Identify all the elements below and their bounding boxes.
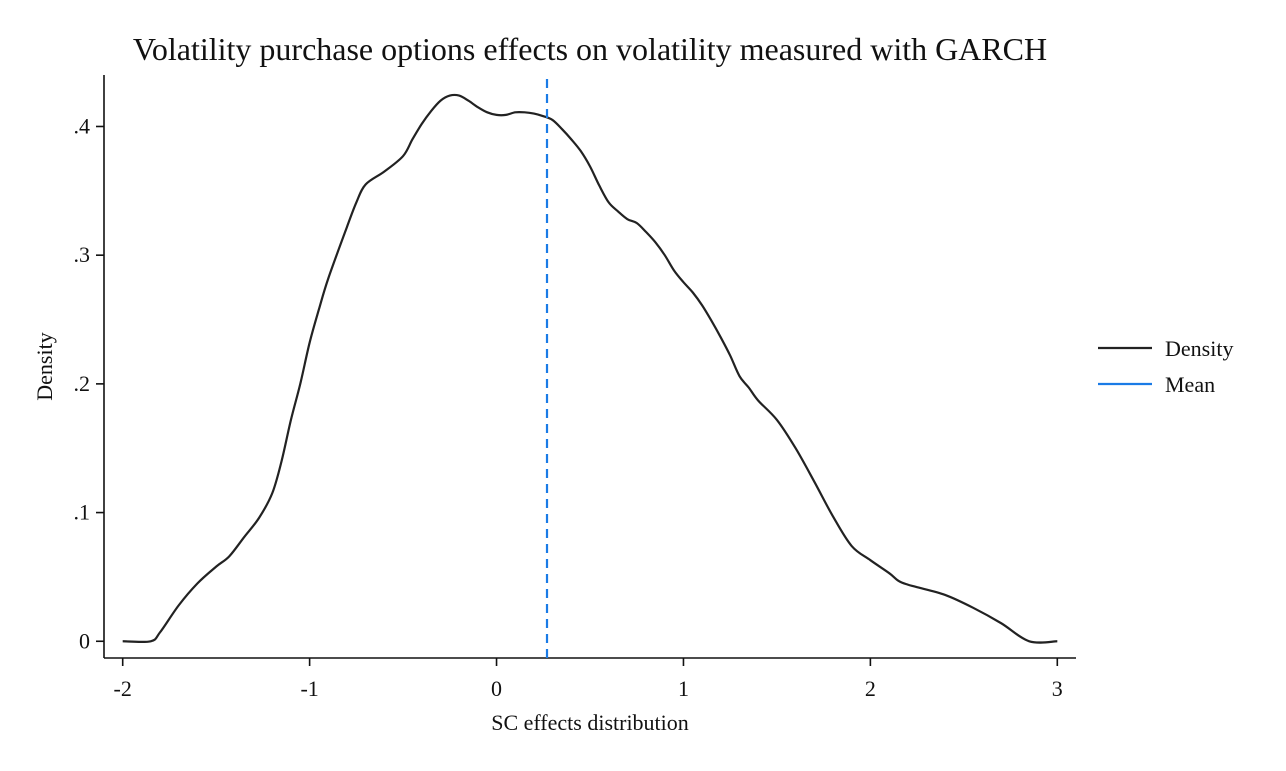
chart-title: Volatility purchase options effects on v…	[133, 31, 1047, 67]
x-tick-label: 3	[1052, 676, 1063, 701]
x-tick-label: -1	[300, 676, 318, 701]
x-tick-label: 0	[491, 676, 502, 701]
x-tick-label: 2	[865, 676, 876, 701]
y-axis-title: Density	[32, 332, 57, 400]
x-tick-label: 1	[678, 676, 689, 701]
x-axis-title: SC effects distribution	[491, 710, 689, 735]
x-tick-label: -2	[114, 676, 132, 701]
legend: Density Mean	[1098, 336, 1233, 397]
series-layer	[122, 75, 1058, 658]
y-tick-label: .2	[74, 371, 91, 396]
legend-label: Mean	[1165, 372, 1215, 397]
y-axis-ticks: 0 .1 .2 .3 .4	[74, 113, 104, 653]
x-axis-ticks: -2 -1 0 1 2 3	[114, 658, 1063, 701]
density-curve	[122, 93, 1058, 644]
legend-label: Density	[1165, 336, 1233, 361]
y-tick-label: .1	[74, 500, 91, 525]
y-tick-label: 0	[79, 628, 90, 653]
plot-area: 0 .1 .2 .3 .4 -2 -1 0 1 2 3	[74, 75, 1076, 701]
y-tick-label: .3	[74, 242, 91, 267]
y-tick-label: .4	[74, 113, 91, 138]
